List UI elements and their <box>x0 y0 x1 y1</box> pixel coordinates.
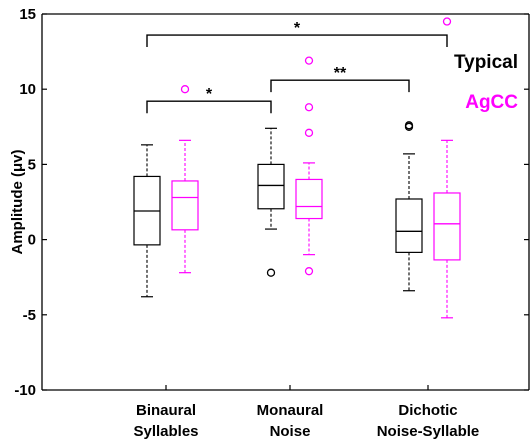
axes <box>41 13 530 391</box>
y-tick-label: -10 <box>14 382 36 399</box>
outlier-point <box>180 85 190 94</box>
outlier-point <box>304 267 314 276</box>
box-agcc-1 <box>295 56 323 276</box>
significance-bracket: ** <box>270 65 410 93</box>
box-iqr <box>171 180 199 231</box>
plot-marks <box>133 17 461 319</box>
axis-labels: -10 -5 0 5 10 15 Amplitude (μv) Binaural Syllabl… <box>9 6 479 440</box>
legend: Typical AgCC <box>454 52 518 113</box>
significance-bracket: * <box>146 20 448 48</box>
outlier-point <box>304 103 314 112</box>
bracket-line <box>270 79 410 93</box>
significance-star: * <box>294 20 301 37</box>
box-typical-0 <box>133 144 161 298</box>
y-tick-label: -5 <box>23 307 36 324</box>
outlier-point <box>442 17 452 26</box>
significance-brackets: **** <box>146 20 448 114</box>
outlier-point <box>266 268 276 277</box>
significance-star: ** <box>334 65 347 82</box>
box-typical-2 <box>395 121 423 292</box>
y-tick-label: 5 <box>28 156 36 173</box>
y-tick-label: 0 <box>28 232 36 249</box>
box-iqr <box>395 198 423 253</box>
box-typical-1 <box>257 127 285 277</box>
category-label: Binaural Syllables <box>133 402 198 440</box>
y-tick-label: 15 <box>19 6 36 23</box>
y-tick-label: 10 <box>19 81 36 98</box>
box-iqr <box>433 192 461 261</box>
category-label: Dichotic Noise-Syllable <box>377 402 480 440</box>
legend-label-typical: Typical <box>454 52 518 73</box>
box-agcc-2 <box>433 17 461 319</box>
bracket-line <box>146 100 272 114</box>
outlier-point <box>404 121 414 130</box>
outlier-point <box>304 56 314 65</box>
box-agcc-0 <box>171 85 199 274</box>
y-axis-title: Amplitude (μv) <box>9 149 26 254</box>
significance-bracket: * <box>146 86 272 114</box>
box-iqr <box>295 178 323 220</box>
bracket-line <box>146 34 448 48</box>
legend-label-agcc: AgCC <box>465 92 518 113</box>
significance-star: * <box>206 86 213 103</box>
category-label: Monaural Noise <box>257 402 324 440</box>
box-iqr <box>257 163 285 210</box>
outlier-point <box>304 128 314 137</box>
